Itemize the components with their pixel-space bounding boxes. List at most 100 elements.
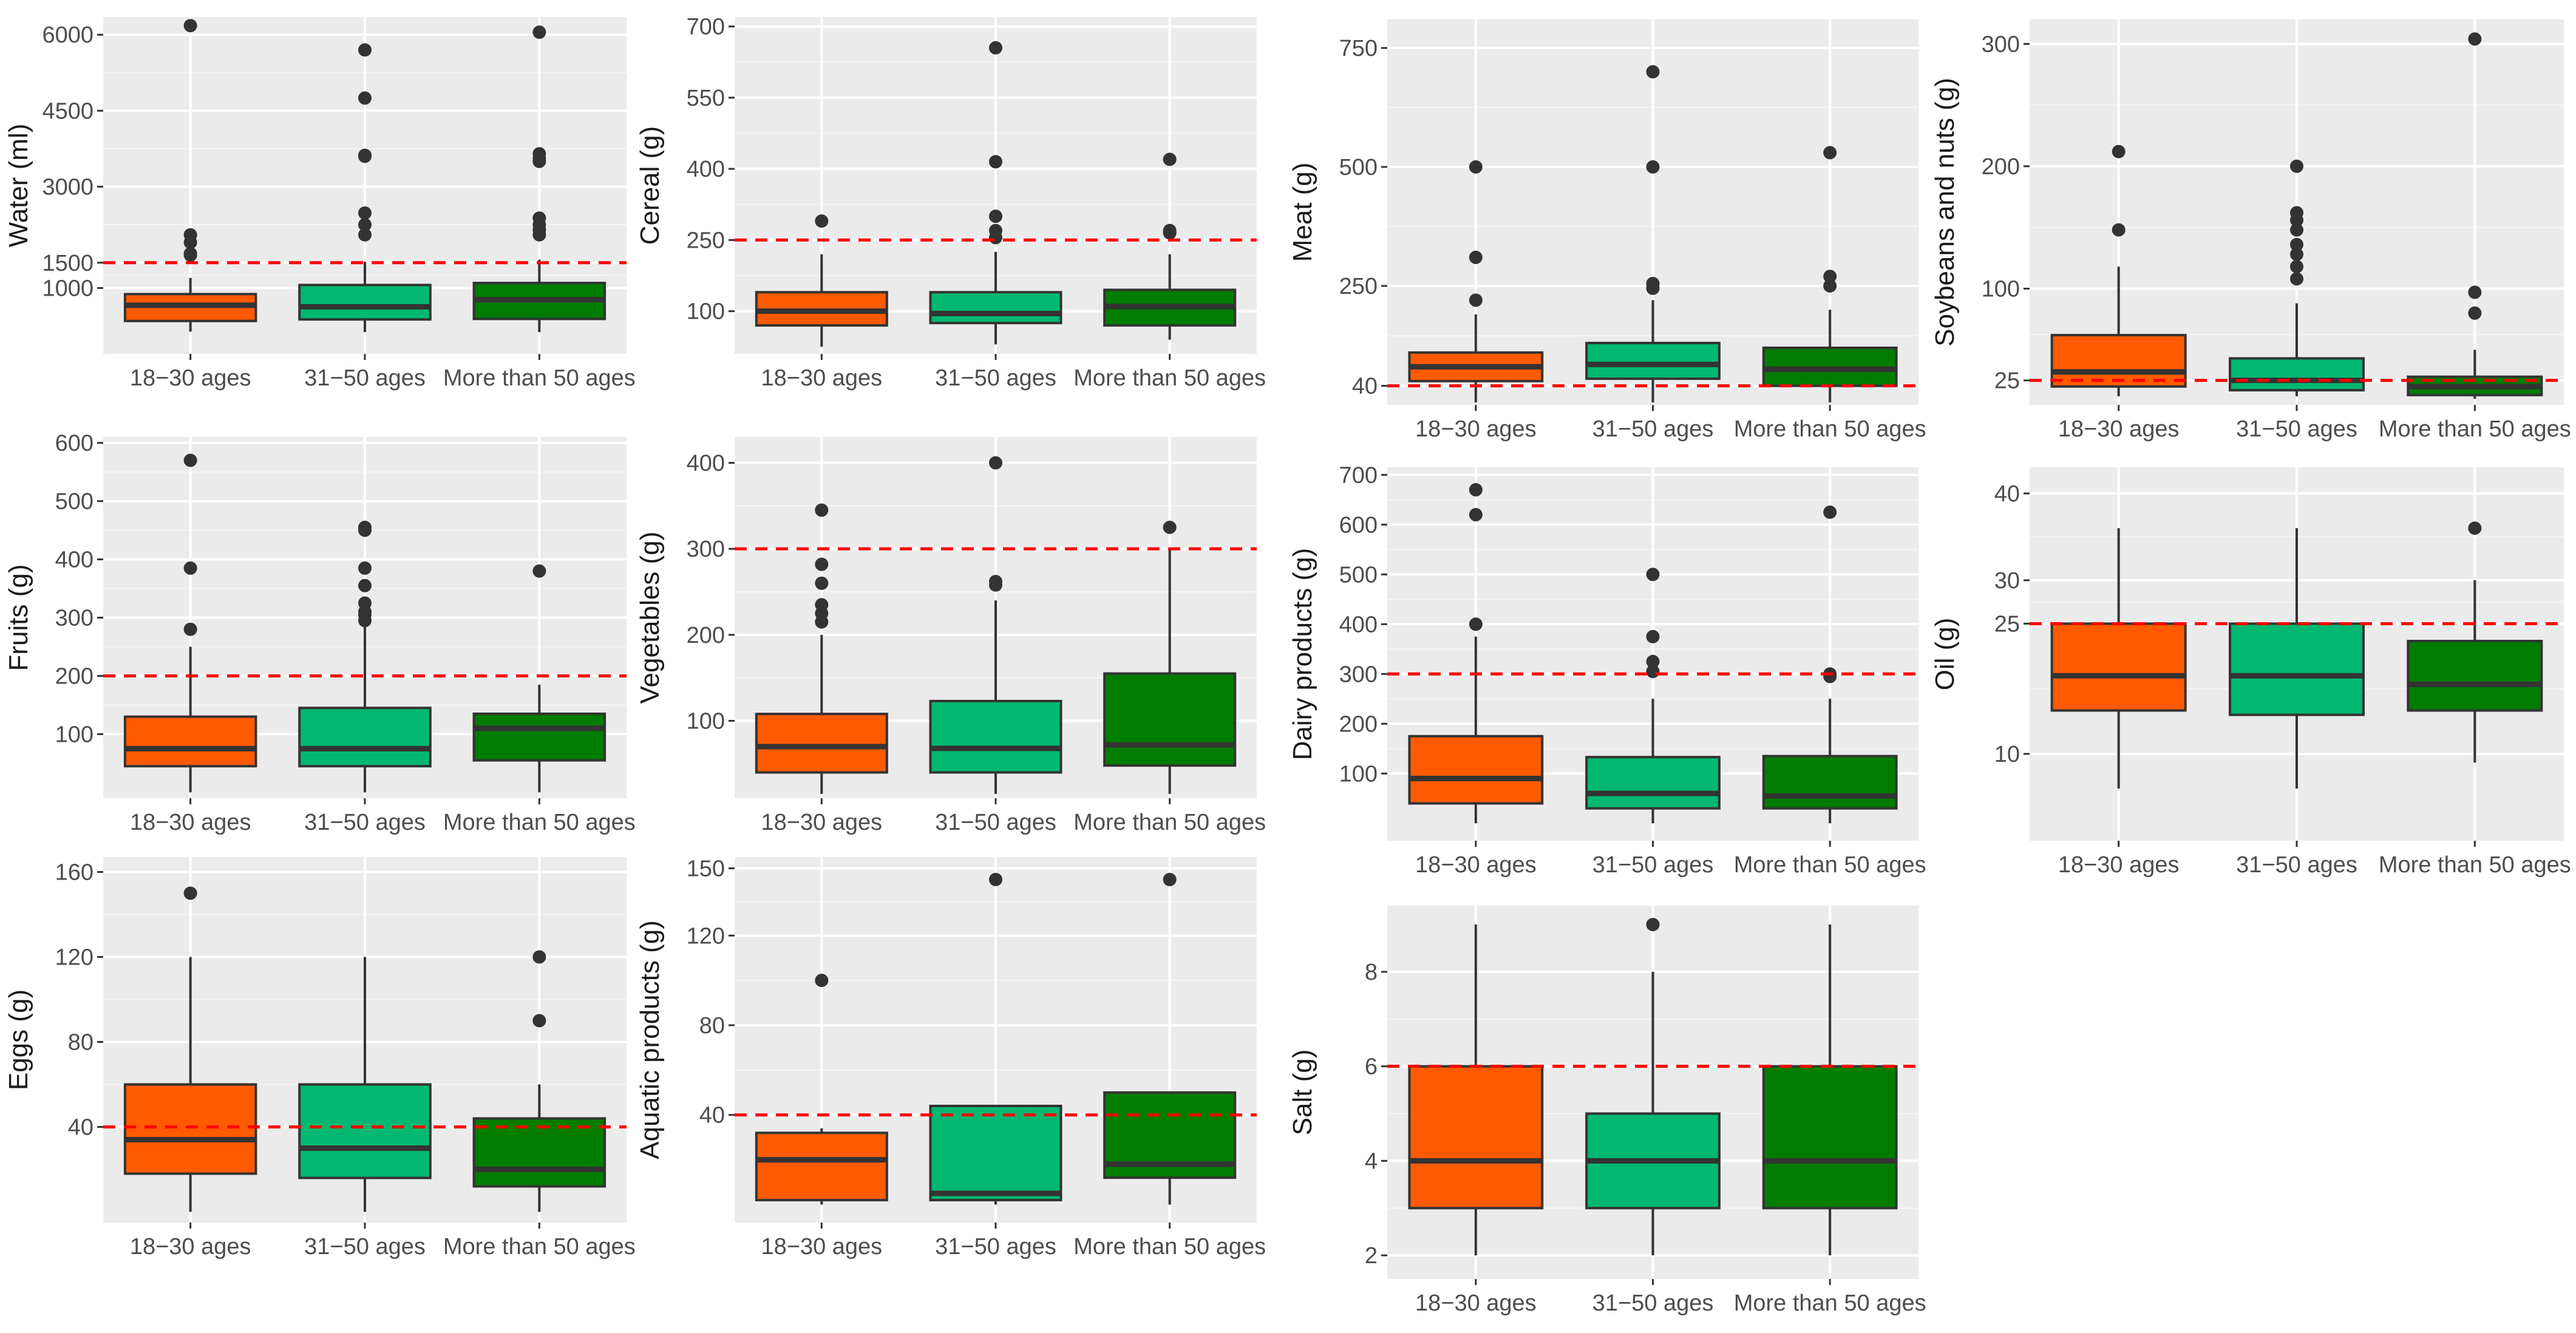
outlier-point	[1163, 872, 1177, 886]
outlier-point	[358, 148, 372, 162]
outlier-point	[358, 596, 372, 610]
box-water-ml-31-50-ages	[298, 43, 432, 333]
y-tick-label: 1000	[42, 276, 93, 302]
y-tick-label: 400	[687, 451, 725, 477]
outlier-point	[358, 218, 372, 232]
x-tick-label: 31−50 ages	[935, 365, 1056, 391]
y-axis-title: Vegetables (g)	[635, 532, 665, 704]
panel-eggs-g: 40 80 120 160 18−30 ages 31−50 ages More than …	[4, 857, 636, 1260]
panel-vegetables-g: 100 200 300 400 18−30 ages 31−50 ages More tha…	[635, 437, 1266, 835]
y-axis-title: Cereal (g)	[635, 126, 665, 245]
y-tick-label: 80	[68, 1030, 93, 1056]
outlier-point	[1823, 270, 1837, 283]
x-tick-label: 31−50 ages	[304, 810, 426, 835]
iqr-box	[1585, 342, 1721, 380]
y-tick-label: 500	[1339, 562, 1378, 588]
y-tick-label: 8	[1365, 960, 1378, 985]
x-tick-label: 18−30 ages	[761, 1234, 882, 1260]
x-tick-label: 18−30 ages	[2058, 852, 2180, 878]
outlier-point	[2468, 306, 2482, 320]
iqr-box	[298, 283, 432, 321]
outlier-point	[815, 214, 829, 228]
outlier-point	[815, 598, 829, 612]
y-tick-label: 25	[1994, 611, 2020, 637]
box-dairy-products-g-more-than-50-ages	[1762, 505, 1898, 824]
outlier-point	[183, 228, 197, 242]
outlier-point	[989, 456, 1002, 470]
outlier-point	[989, 872, 1002, 886]
iqr-box	[755, 713, 888, 774]
outlier-point	[183, 886, 197, 900]
x-tick-label: 18−30 ages	[130, 1234, 251, 1260]
box-soybeans-and-nuts-g-31-50-ages	[2229, 159, 2365, 396]
y-tick-label: 200	[1982, 154, 2020, 180]
outlier-point	[1646, 918, 1660, 932]
outlier-point	[1469, 483, 1483, 497]
box-cereal-g-18-30-ages	[755, 214, 888, 347]
outlier-point	[1469, 617, 1483, 631]
y-tick-label: 400	[55, 548, 93, 573]
y-tick-label: 6000	[42, 22, 93, 48]
outlier-point	[1163, 520, 1177, 534]
box-vegetables-g-more-than-50-ages	[1103, 520, 1237, 794]
x-tick-label: 31−50 ages	[1592, 852, 1714, 878]
outlier-point	[532, 147, 546, 161]
x-tick-label: More than 50 ages	[1073, 365, 1266, 391]
x-tick-label: 31−50 ages	[935, 1234, 1056, 1260]
outlier-point	[2112, 144, 2126, 158]
outlier-point	[358, 43, 372, 57]
box-soybeans-and-nuts-g-18-30-ages	[2050, 144, 2187, 396]
y-tick-label: 160	[55, 860, 93, 886]
y-axis-title: Fruits (g)	[4, 565, 33, 671]
y-tick-label: 1500	[42, 251, 93, 276]
x-tick-label: More than 50 ages	[1734, 1291, 1926, 1316]
y-tick-label: 30	[1994, 568, 2020, 594]
outlier-point	[1646, 629, 1660, 643]
y-tick-label: 4500	[42, 98, 93, 124]
outlier-point	[183, 453, 197, 467]
outlier-point	[1646, 654, 1660, 668]
box-salt-g-more-than-50-ages	[1762, 924, 1898, 1256]
x-tick-label: More than 50 ages	[443, 810, 636, 835]
y-tick-label: 300	[687, 537, 725, 562]
outlier-point	[2290, 206, 2303, 220]
y-tick-label: 150	[687, 856, 725, 881]
outlier-point	[1646, 277, 1660, 291]
iqr-box	[755, 1131, 888, 1202]
y-tick-label: 100	[687, 709, 725, 734]
x-tick-label: 18−30 ages	[130, 810, 251, 835]
box-aquatic-products-g-31-50-ages	[929, 872, 1062, 1205]
outlier-point	[1469, 293, 1483, 307]
iqr-box	[123, 715, 257, 768]
iqr-box	[1408, 734, 1544, 805]
x-tick-label: 18−30 ages	[1415, 852, 1537, 878]
y-tick-label: 200	[1339, 711, 1378, 737]
panel-oil-g: 10 25 30 40 18−30 ages 31−50 ages More than 50…	[1930, 467, 2571, 878]
x-tick-label: 31−50 ages	[2236, 852, 2357, 878]
outlier-point	[532, 1014, 546, 1028]
outlier-point	[815, 557, 829, 571]
x-tick-label: More than 50 ages	[1073, 810, 1266, 835]
box-oil-g-31-50-ages	[2229, 528, 2365, 789]
y-tick-label: 700	[687, 15, 725, 40]
x-tick-label: 18−30 ages	[2058, 416, 2180, 442]
y-tick-label: 120	[55, 945, 93, 971]
y-tick-label: 3000	[42, 175, 93, 200]
outlier-point	[1646, 568, 1660, 582]
y-tick-label: 120	[687, 923, 725, 949]
outlier-point	[989, 41, 1002, 55]
x-tick-label: 31−50 ages	[304, 1234, 426, 1260]
outlier-point	[183, 246, 197, 260]
panel-fruits-g: 100 200 300 400 500 600 18−30 ages 31−50 ages Mo…	[4, 431, 636, 835]
iqr-box	[929, 699, 1062, 774]
iqr-box	[123, 1083, 257, 1175]
outlier-point	[532, 950, 546, 964]
outlier-point	[989, 155, 1002, 169]
x-tick-label: 31−50 ages	[1592, 1291, 1714, 1316]
y-axis-title: Soybeans and nuts (g)	[1930, 78, 1960, 347]
iqr-box	[929, 291, 1062, 325]
x-tick-label: 18−30 ages	[761, 810, 882, 835]
y-axis-title: Eggs (g)	[4, 989, 33, 1090]
box-aquatic-products-g-18-30-ages	[755, 974, 888, 1205]
iqr-box	[1762, 755, 1898, 810]
